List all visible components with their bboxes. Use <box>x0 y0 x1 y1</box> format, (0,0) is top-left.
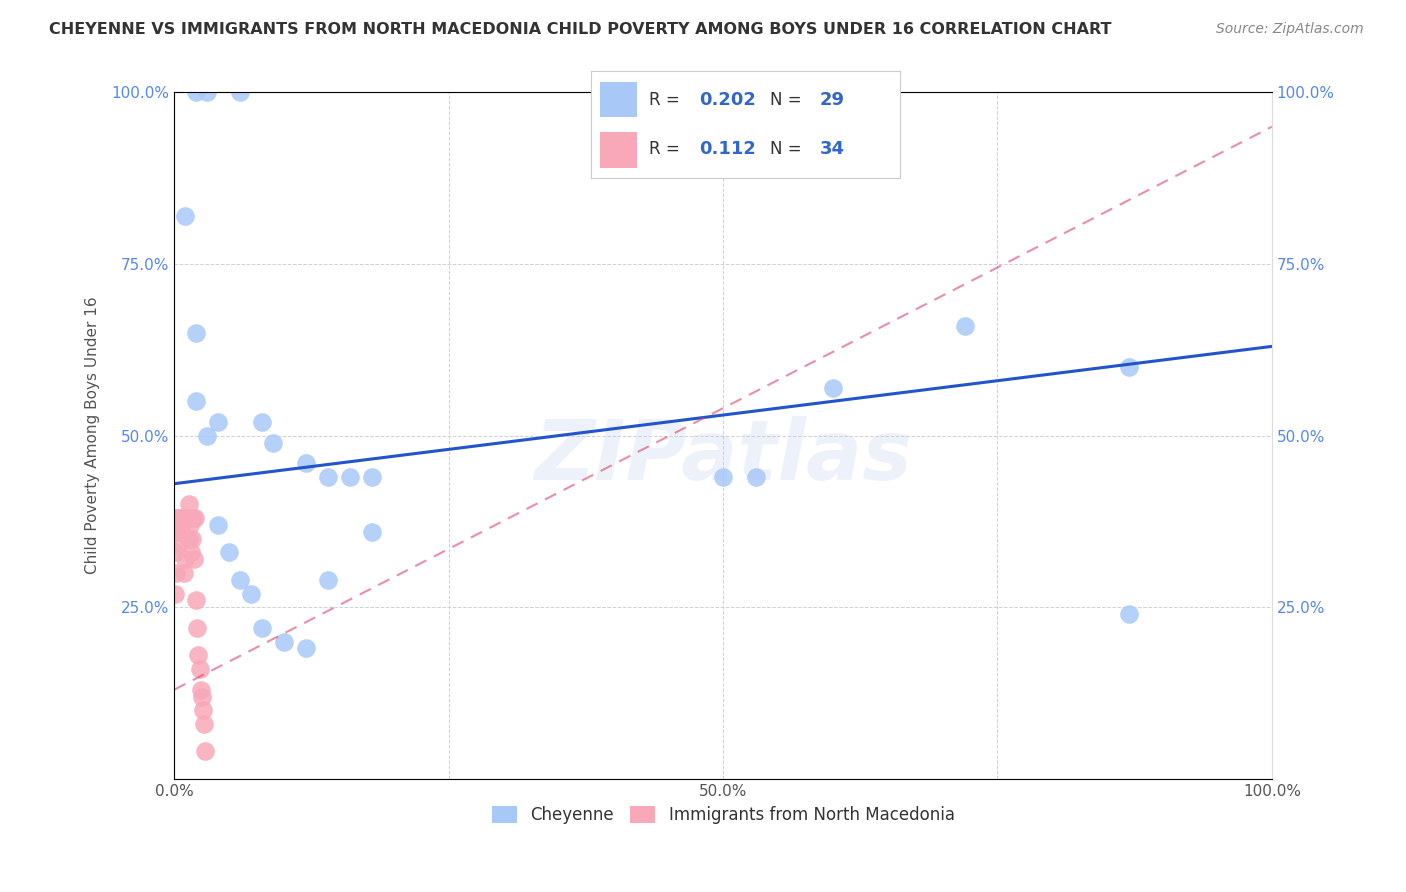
Point <box>229 573 252 587</box>
Point <box>183 552 205 566</box>
Point <box>186 326 208 340</box>
Point <box>176 511 198 525</box>
Point <box>190 690 212 704</box>
Point <box>170 517 193 532</box>
Point <box>166 566 188 580</box>
Point <box>165 545 187 559</box>
Point <box>295 641 318 656</box>
Point <box>184 511 207 525</box>
Point <box>181 511 204 525</box>
Text: ZIPatlas: ZIPatlas <box>534 416 912 497</box>
Point <box>1118 359 1140 374</box>
Text: 29: 29 <box>820 91 845 109</box>
Point <box>186 86 208 100</box>
Point <box>166 511 188 525</box>
Point <box>360 524 382 539</box>
Point <box>179 517 201 532</box>
Point <box>218 545 240 559</box>
Point <box>191 703 214 717</box>
Point <box>180 545 202 559</box>
Point <box>316 470 339 484</box>
Point <box>240 586 263 600</box>
Point <box>229 86 252 100</box>
Point <box>316 573 339 587</box>
Point <box>177 532 200 546</box>
Point <box>172 511 194 525</box>
Point <box>195 86 218 100</box>
Text: R =: R = <box>650 91 685 109</box>
Point <box>295 456 318 470</box>
Point <box>953 318 976 333</box>
Text: CHEYENNE VS IMMIGRANTS FROM NORTH MACEDONIA CHILD POVERTY AMONG BOYS UNDER 16 CO: CHEYENNE VS IMMIGRANTS FROM NORTH MACEDO… <box>49 22 1112 37</box>
Point <box>250 415 273 429</box>
Point <box>174 511 197 525</box>
FancyBboxPatch shape <box>600 82 637 118</box>
Point <box>821 381 844 395</box>
Point <box>1118 607 1140 622</box>
Point <box>193 717 215 731</box>
Point <box>186 394 208 409</box>
Point <box>176 511 198 525</box>
Y-axis label: Child Poverty Among Boys Under 16: Child Poverty Among Boys Under 16 <box>86 297 100 574</box>
Point <box>745 470 768 484</box>
Point <box>273 634 295 648</box>
Point <box>360 470 382 484</box>
Point <box>187 648 209 663</box>
Point <box>250 621 273 635</box>
Point <box>166 539 188 553</box>
Point <box>174 209 197 223</box>
Legend: Cheyenne, Immigrants from North Macedonia: Cheyenne, Immigrants from North Macedoni… <box>484 797 963 832</box>
Text: 0.202: 0.202 <box>699 91 755 109</box>
Point <box>173 566 195 580</box>
FancyBboxPatch shape <box>600 132 637 168</box>
Point <box>165 586 187 600</box>
Point <box>188 662 211 676</box>
Point <box>169 517 191 532</box>
Text: 0.112: 0.112 <box>699 141 755 159</box>
Point <box>339 470 361 484</box>
Point <box>186 593 208 607</box>
Point <box>174 552 197 566</box>
Point <box>165 511 187 525</box>
Text: Source: ZipAtlas.com: Source: ZipAtlas.com <box>1216 22 1364 37</box>
Point <box>195 428 218 442</box>
Point <box>190 682 212 697</box>
Point <box>711 470 734 484</box>
Point <box>167 511 190 525</box>
Text: N =: N = <box>770 91 807 109</box>
Point <box>207 517 229 532</box>
Point <box>262 435 284 450</box>
Point <box>186 621 208 635</box>
Point <box>207 415 229 429</box>
Text: N =: N = <box>770 141 807 159</box>
Point <box>180 532 202 546</box>
Point <box>170 524 193 539</box>
Point <box>166 524 188 539</box>
Point <box>194 744 217 758</box>
Point <box>177 497 200 511</box>
Text: 34: 34 <box>820 141 845 159</box>
Text: R =: R = <box>650 141 690 159</box>
